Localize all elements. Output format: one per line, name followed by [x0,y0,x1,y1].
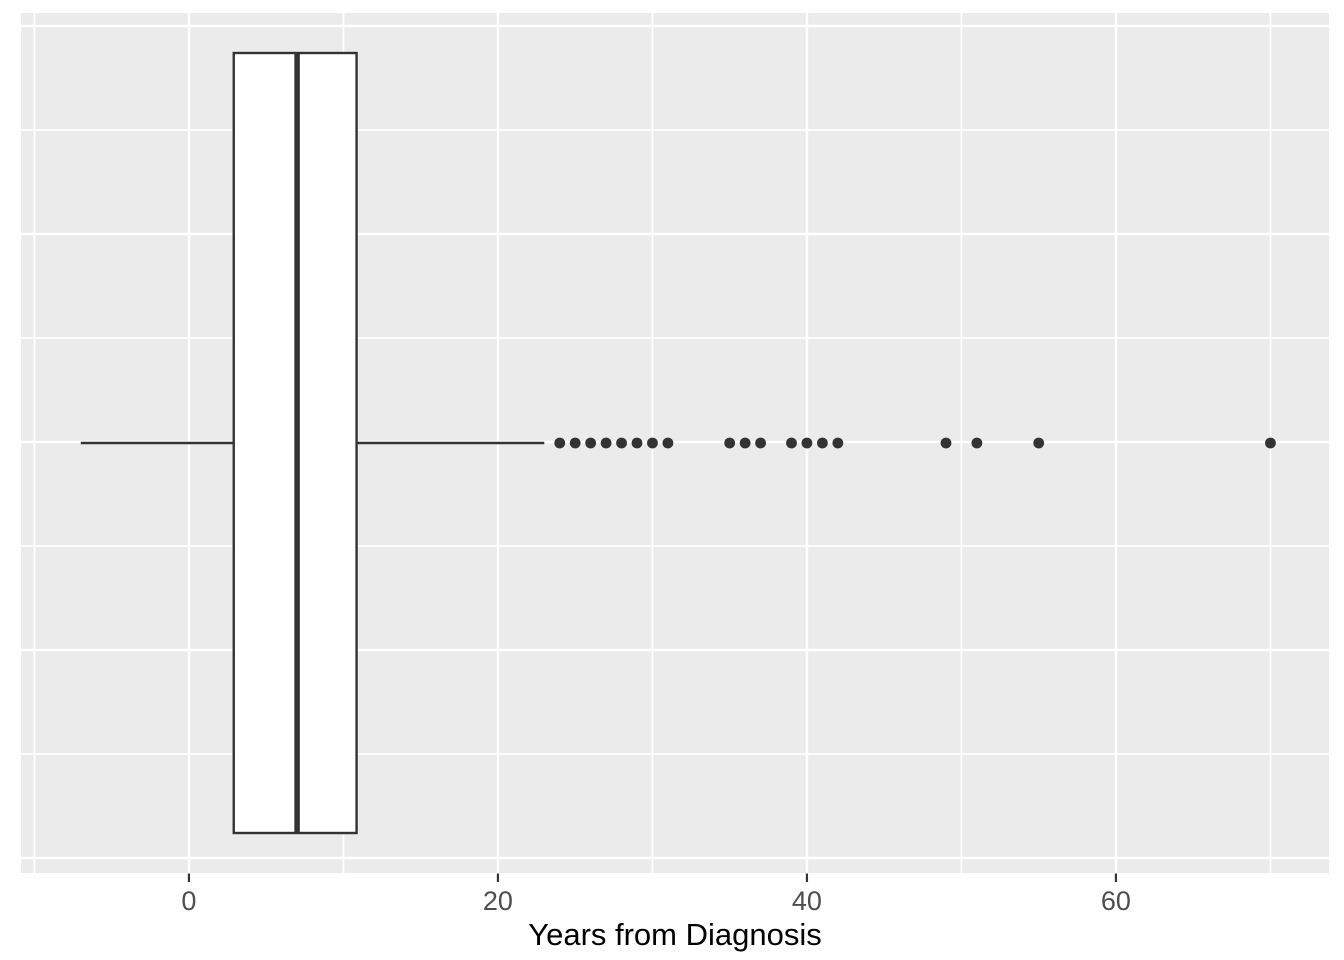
outlier-point [1265,437,1276,449]
x-tick-label: 20 [483,886,513,916]
plot-layers: 0 20 40 60 [21,13,1329,916]
outlier-point [739,437,751,449]
outlier-point [755,437,766,449]
x-tick-label: 60 [1101,886,1131,916]
outlier-point [600,437,612,449]
outlier-point [940,437,952,449]
outlier-point [832,437,844,449]
outlier-point [554,437,566,449]
outlier-point [1033,437,1045,449]
outlier-point [631,437,643,449]
outlier-point [662,437,674,449]
outlier-point [585,437,597,449]
x-tick-label: 40 [792,886,822,916]
outlier-point [647,437,658,449]
outlier-point [801,437,813,449]
outlier-point [971,437,983,449]
outlier-point [569,437,581,449]
x-axis-title: Years from Diagnosis [528,917,822,952]
outlier-point [786,437,797,449]
x-tick-label: 0 [181,886,196,916]
outlier-point [724,437,736,449]
outlier-point [616,437,627,449]
outlier-point [816,437,828,449]
